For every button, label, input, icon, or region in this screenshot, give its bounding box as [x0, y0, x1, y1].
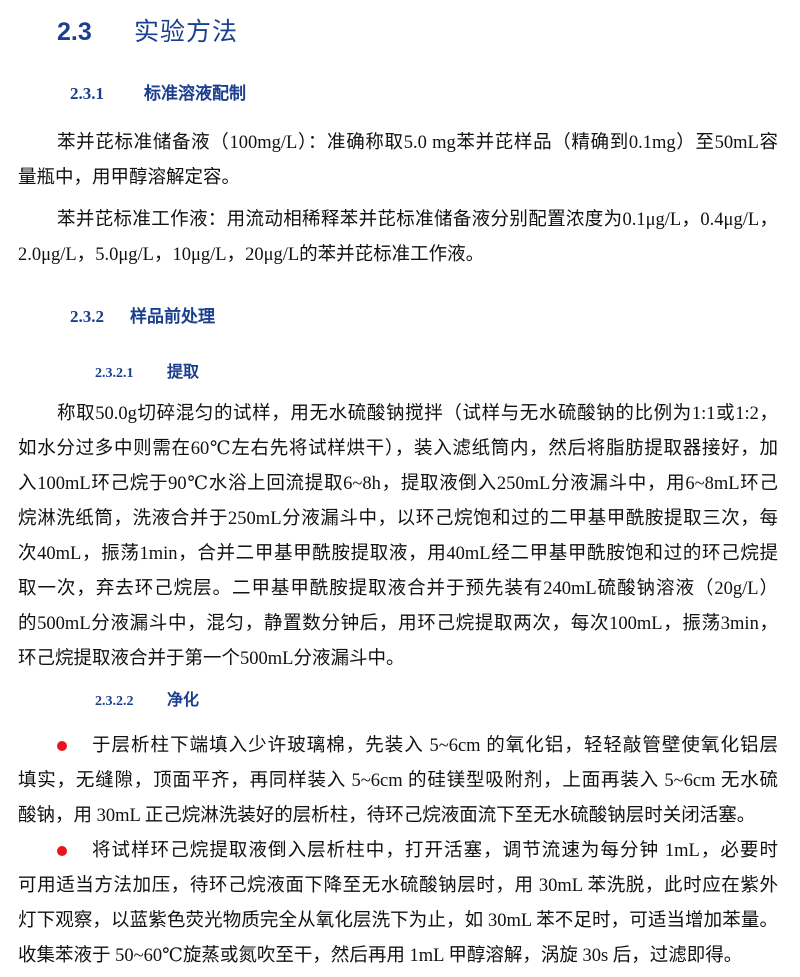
- paragraph-line: 烷淋洗纸筒，洗液合并于250mL分液漏斗中，以环己烷饱和过的二甲基甲酰胺提取三次…: [18, 509, 778, 529]
- subsection-number: 2.3.2: [70, 307, 104, 326]
- subsection-number: 2.3.2.2: [95, 694, 134, 709]
- paragraph-line: 取一次，弃去环己烷层。二甲基甲酰胺提取液合并于预先装有240mL硫酸钠溶液（20…: [18, 579, 778, 599]
- paragraph-line: 2.0μg/L，5.0μg/L，10μg/L，20μg/L的苯并芘标准工作液。: [18, 245, 485, 265]
- bullet-line: 酸钠，用 30mL 正己烷淋洗装好的层析柱，待环己烷液面流下至无水硫酸钠层时关闭…: [18, 806, 756, 826]
- paragraph-line: 的500mL分液漏斗中，混匀，静置数分钟后，用环己烷提取两次，每次100mL，振…: [18, 614, 778, 634]
- paragraph-line: 入100mL环己烷于90℃水浴上回流提取6~8h，提取液倒入250mL分液漏斗中…: [18, 474, 778, 494]
- paragraph-line: 称取50.0g切碎混匀的试样，用无水硫酸钠搅拌（试样与无水硫酸钠的比例为1:1或…: [57, 404, 778, 424]
- bullet-line: 灯下观察，以蓝紫色荧光物质完全从氧化层洗下为止，如 30mL 苯不足时，可适当增…: [18, 911, 778, 931]
- bullet-line: 于层析柱下端填入少许玻璃棉，先装入 5~6cm 的氧化铝，轻轻敲管壁使氧化铝层: [92, 736, 778, 756]
- subsection-number: 2.3.1: [70, 84, 104, 103]
- subsection-heading-2-3-1: 2.3.1 标准溶液配制: [70, 79, 246, 104]
- bullet-line: 收集苯液于 50~60℃旋蒸或氮吹至干，然后再用 1mL 甲醇溶解，涡旋 30s…: [18, 946, 743, 966]
- paragraph-line: 如水分过多中则需在60℃左右先将试样烘干），装入滤纸筒内，然后将脂肪提取器接好，…: [18, 439, 778, 459]
- bullet-icon: [57, 741, 67, 751]
- paragraph-line: 量瓶中，用甲醇溶解定容。: [18, 168, 241, 188]
- subsection-title: 净化: [167, 692, 200, 709]
- section-number: 2.3: [57, 18, 92, 46]
- subsection-title: 提取: [167, 364, 200, 381]
- section-heading: 2.3 实验方法: [57, 12, 238, 48]
- paragraph-line: 次40mL，振荡1min，合并二甲基甲酰胺提取液，用40mL经二甲基甲酰胺饱和过…: [18, 544, 778, 564]
- paragraph-line: 苯并芘标准工作液：用流动相稀释苯并芘标准储备液分别配置浓度为0.1μg/L，0.…: [57, 210, 778, 230]
- subsection-title: 样品前处理: [130, 307, 215, 326]
- paragraph-line: 环己烷提取液合并于第一个500mL分液漏斗中。: [18, 649, 405, 669]
- paragraph-line: 苯并芘标准储备液（100mg/L）：准确称取5.0 mg苯并芘样品（精确到0.1…: [57, 133, 778, 153]
- subsection-title: 标准溶液配制: [144, 84, 246, 103]
- subsubsection-heading-2-3-2-2: 2.3.2.2 净化: [95, 686, 199, 710]
- bullet-line: 填实，无缝隙，顶面平齐，再同样装入 5~6cm 的硅镁型吸附剂，上面再装入 5~…: [18, 771, 778, 791]
- subsection-number: 2.3.2.1: [95, 366, 134, 381]
- bullet-line: 可用适当方法加压，待环己烷液面下降至无水硫酸钠层时，用 30mL 苯洗脱，此时应…: [18, 876, 778, 896]
- subsection-heading-2-3-2: 2.3.2 样品前处理: [70, 302, 215, 327]
- bullet-icon: [57, 846, 67, 856]
- subsubsection-heading-2-3-2-1: 2.3.2.1 提取: [95, 358, 199, 382]
- bullet-line: 将试样环己烷提取液倒入层析柱中，打开活塞，调节流速为每分钟 1mL，必要时: [92, 841, 778, 861]
- section-title: 实验方法: [134, 18, 239, 46]
